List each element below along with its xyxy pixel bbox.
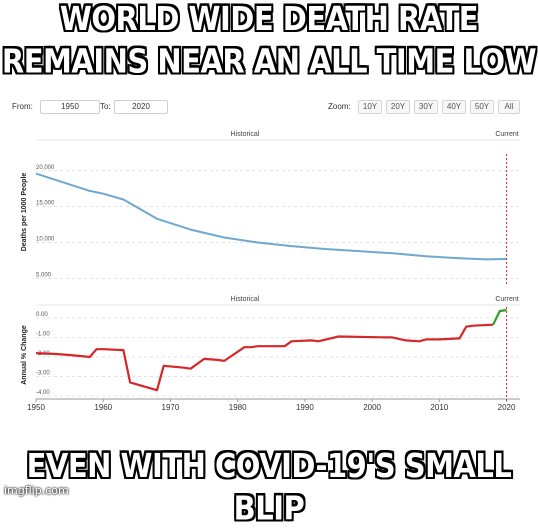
c1-series-line-0: [35, 172, 507, 261]
zoom-all-button[interactable]: All: [498, 100, 520, 114]
zoom-label: Zoom:: [328, 102, 351, 111]
to-label: To:: [100, 102, 111, 111]
c2-xtick-label: 1970: [162, 403, 180, 412]
c2-xtick-label: 1980: [229, 403, 247, 412]
from-label: From:: [12, 102, 33, 111]
charts-svg: Historical Current Deaths per 1000 Peopl…: [21, 131, 520, 412]
from-year-input[interactable]: 1950: [40, 100, 100, 114]
chart2-ylabel: Annual % Change: [21, 325, 28, 385]
c2-xtick-label: 2000: [363, 403, 381, 412]
zoom-40y-button[interactable]: 40Y: [442, 100, 466, 114]
c1-ytick-label: 15.000: [36, 201, 55, 207]
c2-xtick-label: 1960: [94, 403, 112, 412]
c2-xtick-label: 2020: [498, 403, 516, 412]
zoom-20y-button[interactable]: 20Y: [386, 100, 410, 114]
c2-xtick-label: 1950: [27, 403, 45, 412]
c2-xtick-label: 1990: [296, 403, 314, 412]
c2-series-line-0: [35, 323, 494, 392]
zoom-30y-button[interactable]: 30Y: [414, 100, 438, 114]
c2-xtick-label: 2010: [430, 403, 448, 412]
chart2-header-historical: Historical: [231, 296, 260, 303]
top-caption-line-2: REMAINS NEAR AN ALL TIME LOW: [1, 42, 537, 81]
c2-ytick-label: -4.00: [36, 390, 50, 396]
top-caption: WORLD WIDE DEATH RATE REMAINS NEAR AN AL…: [0, 0, 538, 83]
to-year-input[interactable]: 2020: [114, 100, 168, 114]
c2-ytick-label: -3.00: [36, 371, 50, 377]
zoom-50y-button[interactable]: 50Y: [470, 100, 494, 114]
top-caption-line-1: WORLD WIDE DEATH RATE: [59, 0, 479, 38]
zoom-10y-button[interactable]: 10Y: [358, 100, 382, 114]
chart1-ylabel: Deaths per 1000 People: [21, 173, 28, 252]
c2-ytick-label: 0.00: [36, 312, 48, 318]
bottom-caption: EVEN WITH COVID-19'S SMALL BLIP: [26, 446, 512, 528]
chart2-header-current: Current: [495, 296, 518, 303]
chart1-header-current: Current: [495, 131, 518, 138]
c2-series-line-1: [492, 309, 507, 326]
c1-ytick-label: 10.000: [36, 237, 55, 243]
c1-ytick-label: 5.000: [36, 272, 52, 278]
imgflip-watermark: imgflip.com: [4, 484, 69, 497]
c2-ytick-label: -1.00: [36, 331, 50, 337]
c1-ytick-label: 20.000: [36, 165, 55, 171]
chart1-header-historical: Historical: [231, 131, 260, 138]
